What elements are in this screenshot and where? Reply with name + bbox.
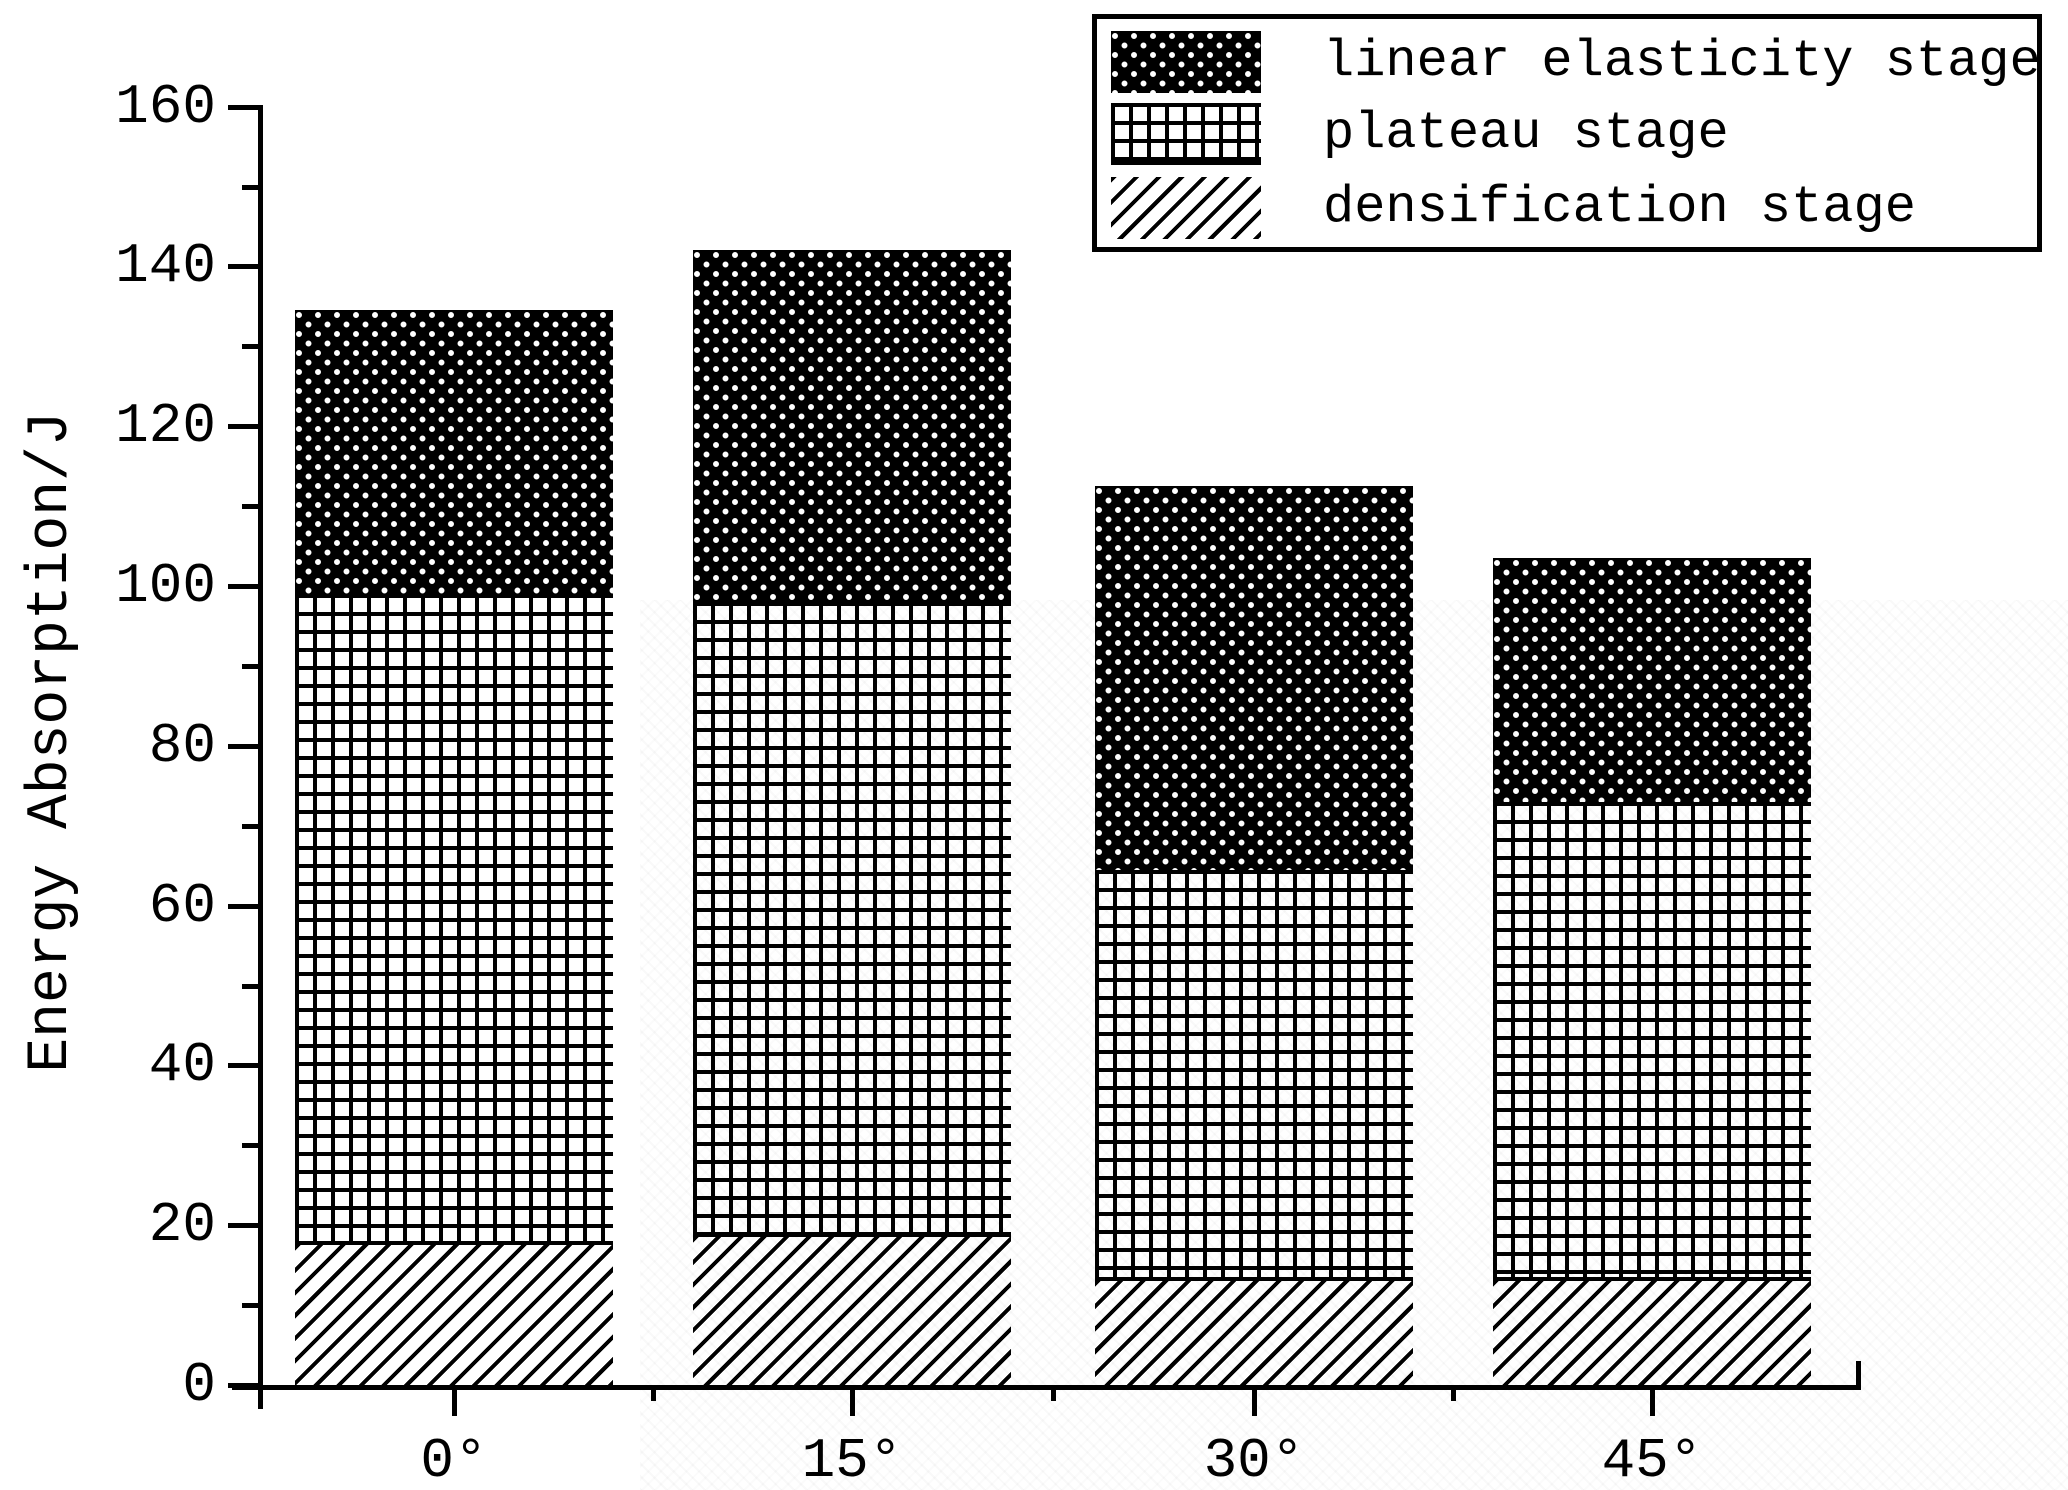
y-minor-tick [242, 983, 258, 989]
x-axis-line [232, 1385, 1861, 1390]
bar-segment-0deg-black-white-dots [295, 310, 613, 594]
x-category-label: 15° [801, 1429, 903, 1490]
y-tick-label: 140 [115, 234, 216, 299]
x-minor-tick [651, 1390, 656, 1401]
bar-segment-30deg-black-white-dots [1095, 486, 1413, 870]
y-major-tick [228, 903, 258, 909]
legend-item-plateau: plateau stage [1111, 103, 2031, 165]
y-tick-label: 80 [148, 713, 216, 778]
y-major-tick [228, 1063, 258, 1069]
bar-segment-0deg-grid-crosshatch [295, 593, 613, 1246]
x-axis-end-tick [1856, 1361, 1861, 1385]
y-major-tick [228, 1223, 258, 1229]
y-major-tick [228, 743, 258, 749]
bar-segment-30deg-grid-crosshatch [1095, 869, 1413, 1282]
bar-segment-30deg-diagonal-hatch [1095, 1281, 1413, 1385]
y-minor-tick [242, 1303, 258, 1309]
legend-swatch-dots-icon [1111, 31, 1261, 93]
y-minor-tick [242, 344, 258, 350]
x-category-label: 0° [420, 1429, 488, 1490]
y-major-tick [228, 104, 258, 110]
y-tick-label: 160 [115, 74, 216, 139]
y-major-tick [228, 424, 258, 430]
x-category-tick [452, 1390, 457, 1416]
legend-item-densification: densification stage [1111, 177, 2031, 239]
legend-box: linear elasticity stage plateau stage de… [1092, 14, 2042, 252]
bar-segment-15deg-diagonal-hatch [693, 1237, 1011, 1385]
x-category-tick [850, 1390, 855, 1416]
bar-segment-0deg-diagonal-hatch [295, 1245, 613, 1385]
legend-swatch-diagonal-icon [1111, 177, 1261, 239]
legend-item-linear-elasticity: linear elasticity stage [1111, 31, 2041, 93]
legend-label: plateau stage [1323, 104, 1729, 163]
y-major-tick [228, 264, 258, 270]
x-category-label: 30° [1203, 1429, 1305, 1490]
bar-segment-45deg-diagonal-hatch [1493, 1281, 1811, 1385]
y-tick-label: 120 [115, 394, 216, 459]
legend-label: linear elasticity stage [1323, 32, 2041, 91]
x-minor-tick [1051, 1390, 1056, 1401]
legend-swatch-grid-icon [1111, 103, 1261, 165]
y-tick-label: 0 [182, 1353, 216, 1417]
bar-segment-15deg-black-white-dots [693, 250, 1011, 602]
bar-segment-15deg-grid-crosshatch [693, 601, 1011, 1238]
y-tick-label: 100 [115, 554, 216, 618]
y-axis-line [258, 104, 263, 1409]
y-major-tick [228, 1383, 258, 1388]
y-minor-tick [242, 184, 258, 190]
y-minor-tick [242, 663, 258, 669]
bar-segment-45deg-black-white-dots [1493, 558, 1811, 802]
x-category-tick [1252, 1390, 1257, 1416]
y-major-tick [228, 584, 258, 589]
y-minor-tick [242, 504, 258, 510]
y-tick-label: 60 [148, 873, 216, 938]
y-minor-tick [242, 1143, 258, 1149]
y-tick-label: 40 [148, 1033, 216, 1098]
x-category-label: 45° [1601, 1429, 1703, 1490]
legend-label: densification stage [1323, 178, 1916, 237]
x-category-tick [1650, 1390, 1655, 1416]
y-minor-tick [242, 823, 258, 829]
bar-segment-45deg-grid-crosshatch [1493, 801, 1811, 1282]
y-tick-label: 20 [148, 1193, 216, 1258]
x-minor-tick [1451, 1390, 1456, 1401]
